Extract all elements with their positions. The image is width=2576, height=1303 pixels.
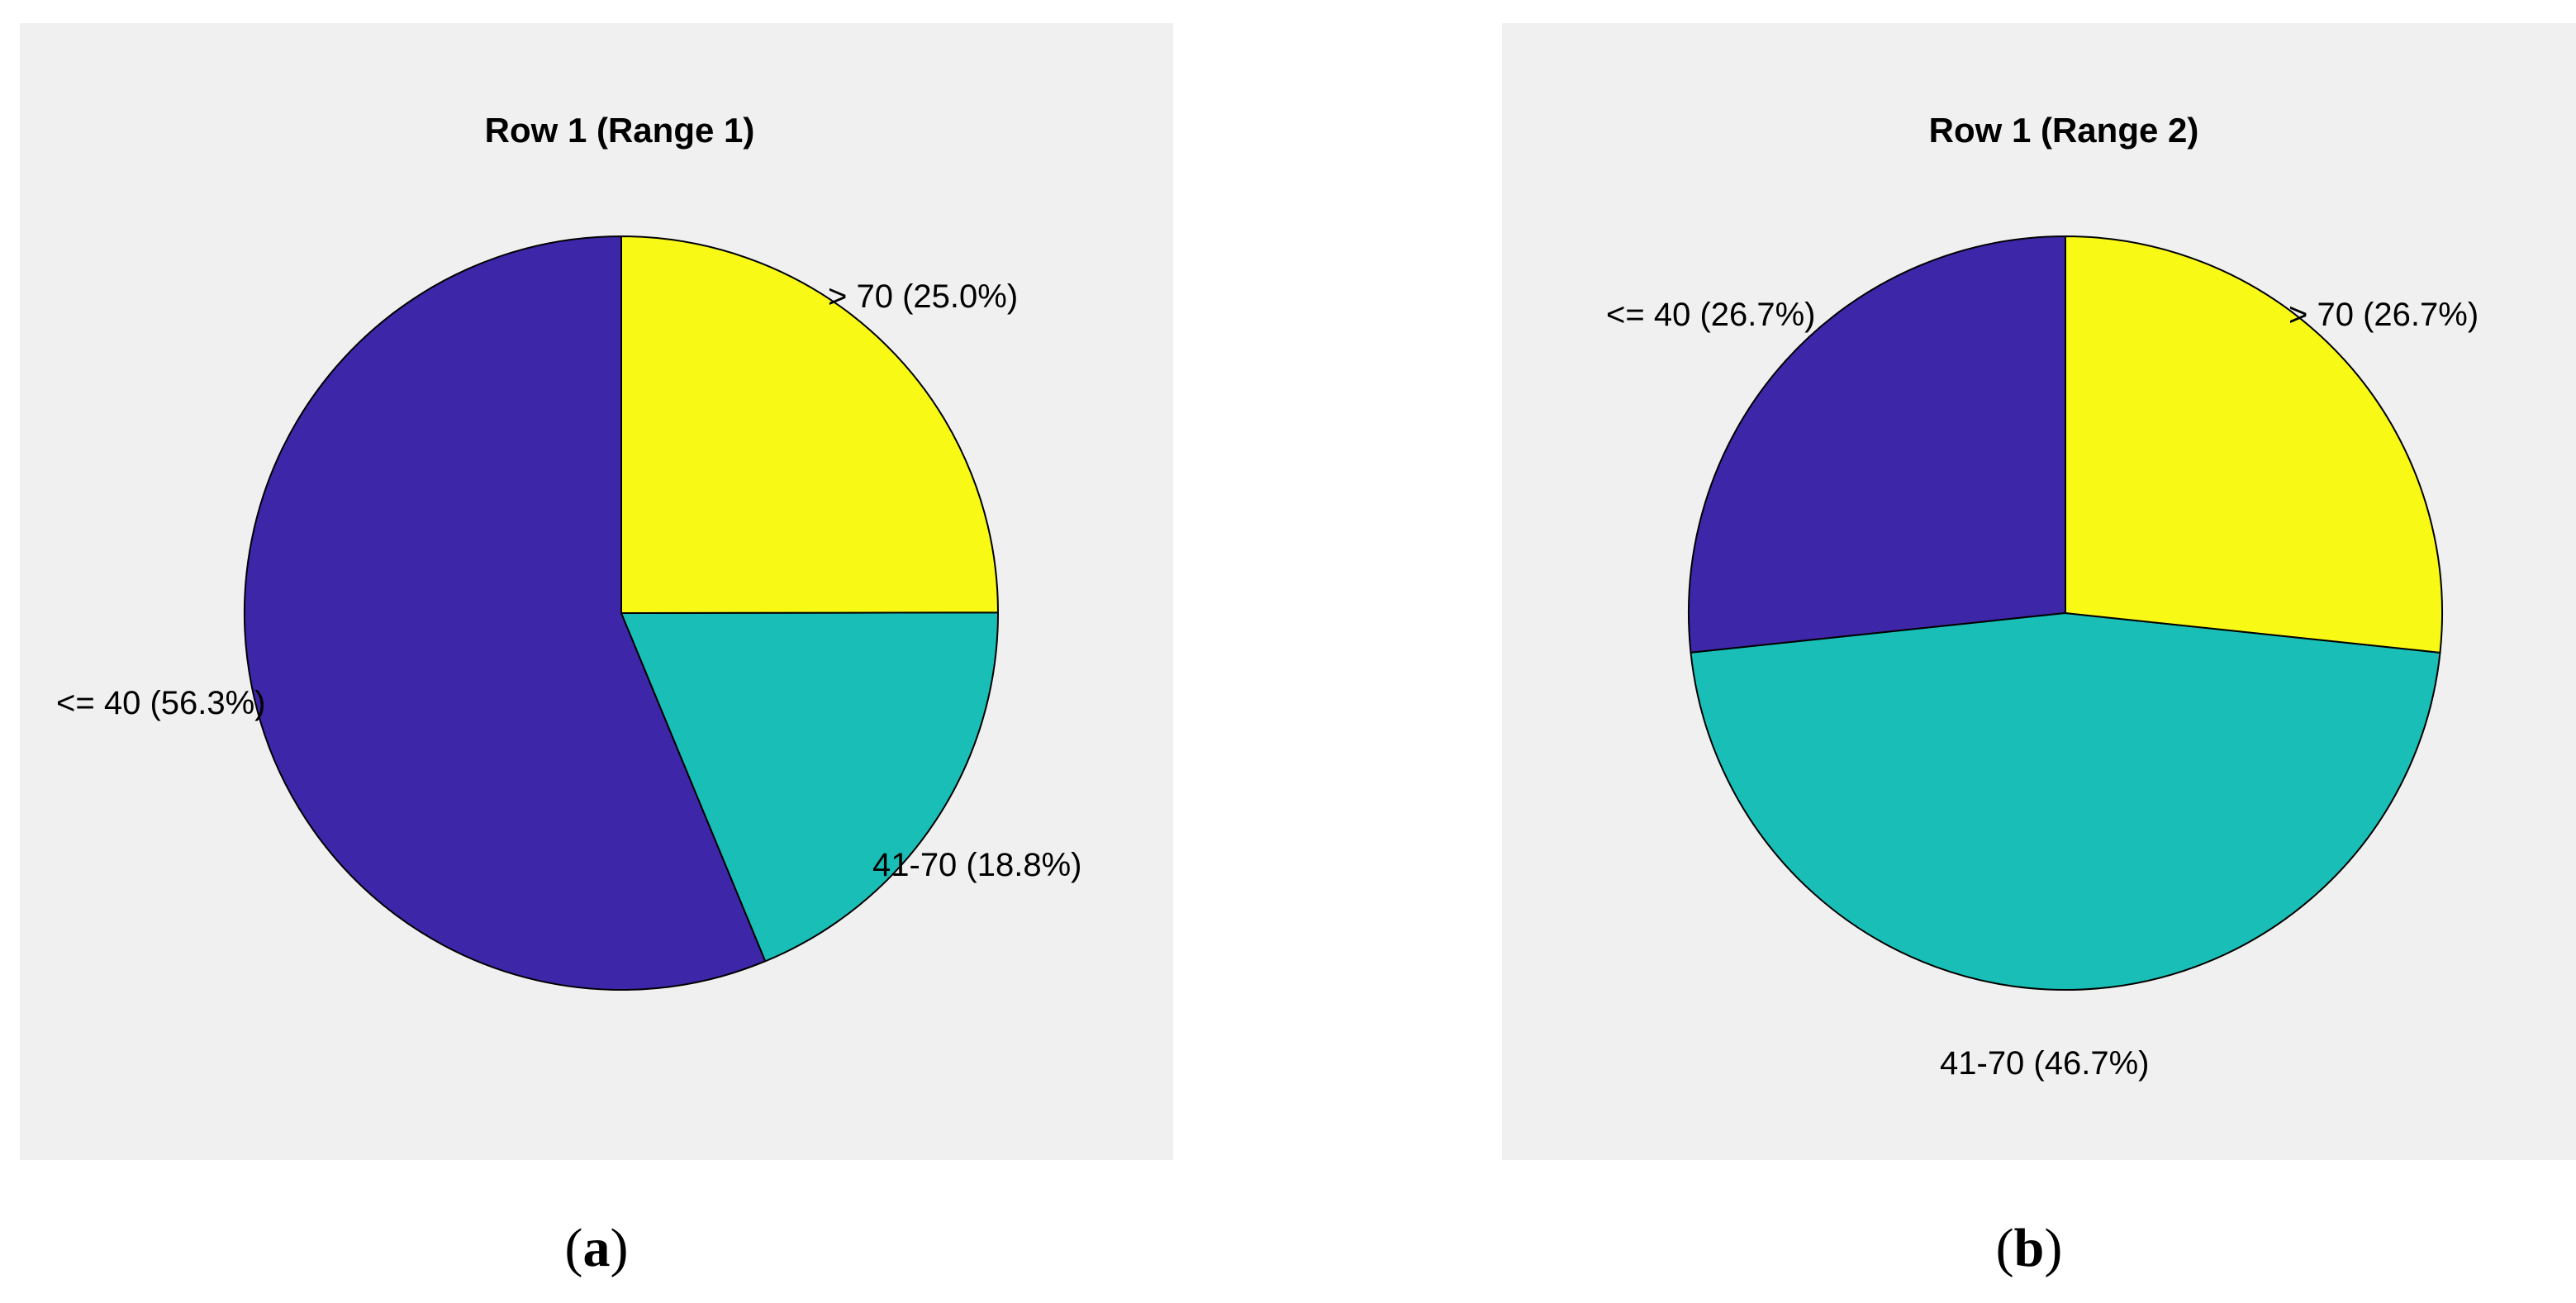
slice-label-gt70-b: > 70 (26.7%) bbox=[2288, 297, 2479, 333]
pie-chart-a: Row 1 (Range 1) <= 40 (56.3%) 41-70 (18.… bbox=[56, 111, 1081, 991]
slice-label-le40-a: <= 40 (56.3%) bbox=[56, 685, 266, 721]
pie-slice-41-70-a bbox=[620, 611, 1000, 963]
caption-open-paren-a: ( bbox=[564, 1218, 583, 1278]
pie-slice-gt70-a bbox=[620, 235, 999, 614]
slice-label-41-70-a: 41-70 (18.8%) bbox=[872, 847, 1081, 883]
caption-open-paren-b: ( bbox=[1995, 1218, 2014, 1278]
pie-slices-b bbox=[1688, 235, 2443, 991]
chart-title-b: Row 1 (Range 2) bbox=[1929, 111, 2199, 150]
chart-title-a: Row 1 (Range 1) bbox=[485, 111, 755, 150]
pie-slice-41-70-b bbox=[1690, 612, 2441, 991]
caption-letter-b: b bbox=[2013, 1218, 2045, 1278]
figure-caption-a: (a) bbox=[514, 1221, 679, 1276]
caption-close-paren-a: ) bbox=[610, 1218, 629, 1278]
pie-slice-le40-b bbox=[1688, 235, 2066, 654]
caption-letter-a: a bbox=[582, 1218, 611, 1278]
pie-chart-panel-b: Row 1 (Range 2) <= 40 (26.7%) 41-70 (46.… bbox=[1502, 23, 2576, 1160]
pie-chart-b: Row 1 (Range 2) <= 40 (26.7%) 41-70 (46.… bbox=[1606, 111, 2479, 1082]
slice-label-41-70-b: 41-70 (46.7%) bbox=[1940, 1045, 2149, 1082]
pie-slice-gt70-b bbox=[2065, 235, 2443, 654]
slice-label-le40-b: <= 40 (26.7%) bbox=[1606, 297, 1816, 333]
pie-slices-a bbox=[244, 235, 1000, 991]
figure-caption-b: (b) bbox=[1946, 1221, 2112, 1276]
pie-slice-le40-a bbox=[244, 235, 767, 991]
caption-close-paren-b: ) bbox=[2044, 1218, 2063, 1278]
slice-label-gt70-a: > 70 (25.0%) bbox=[828, 278, 1018, 315]
pie-chart-panel-a: Row 1 (Range 1) <= 40 (56.3%) 41-70 (18.… bbox=[20, 23, 1173, 1160]
